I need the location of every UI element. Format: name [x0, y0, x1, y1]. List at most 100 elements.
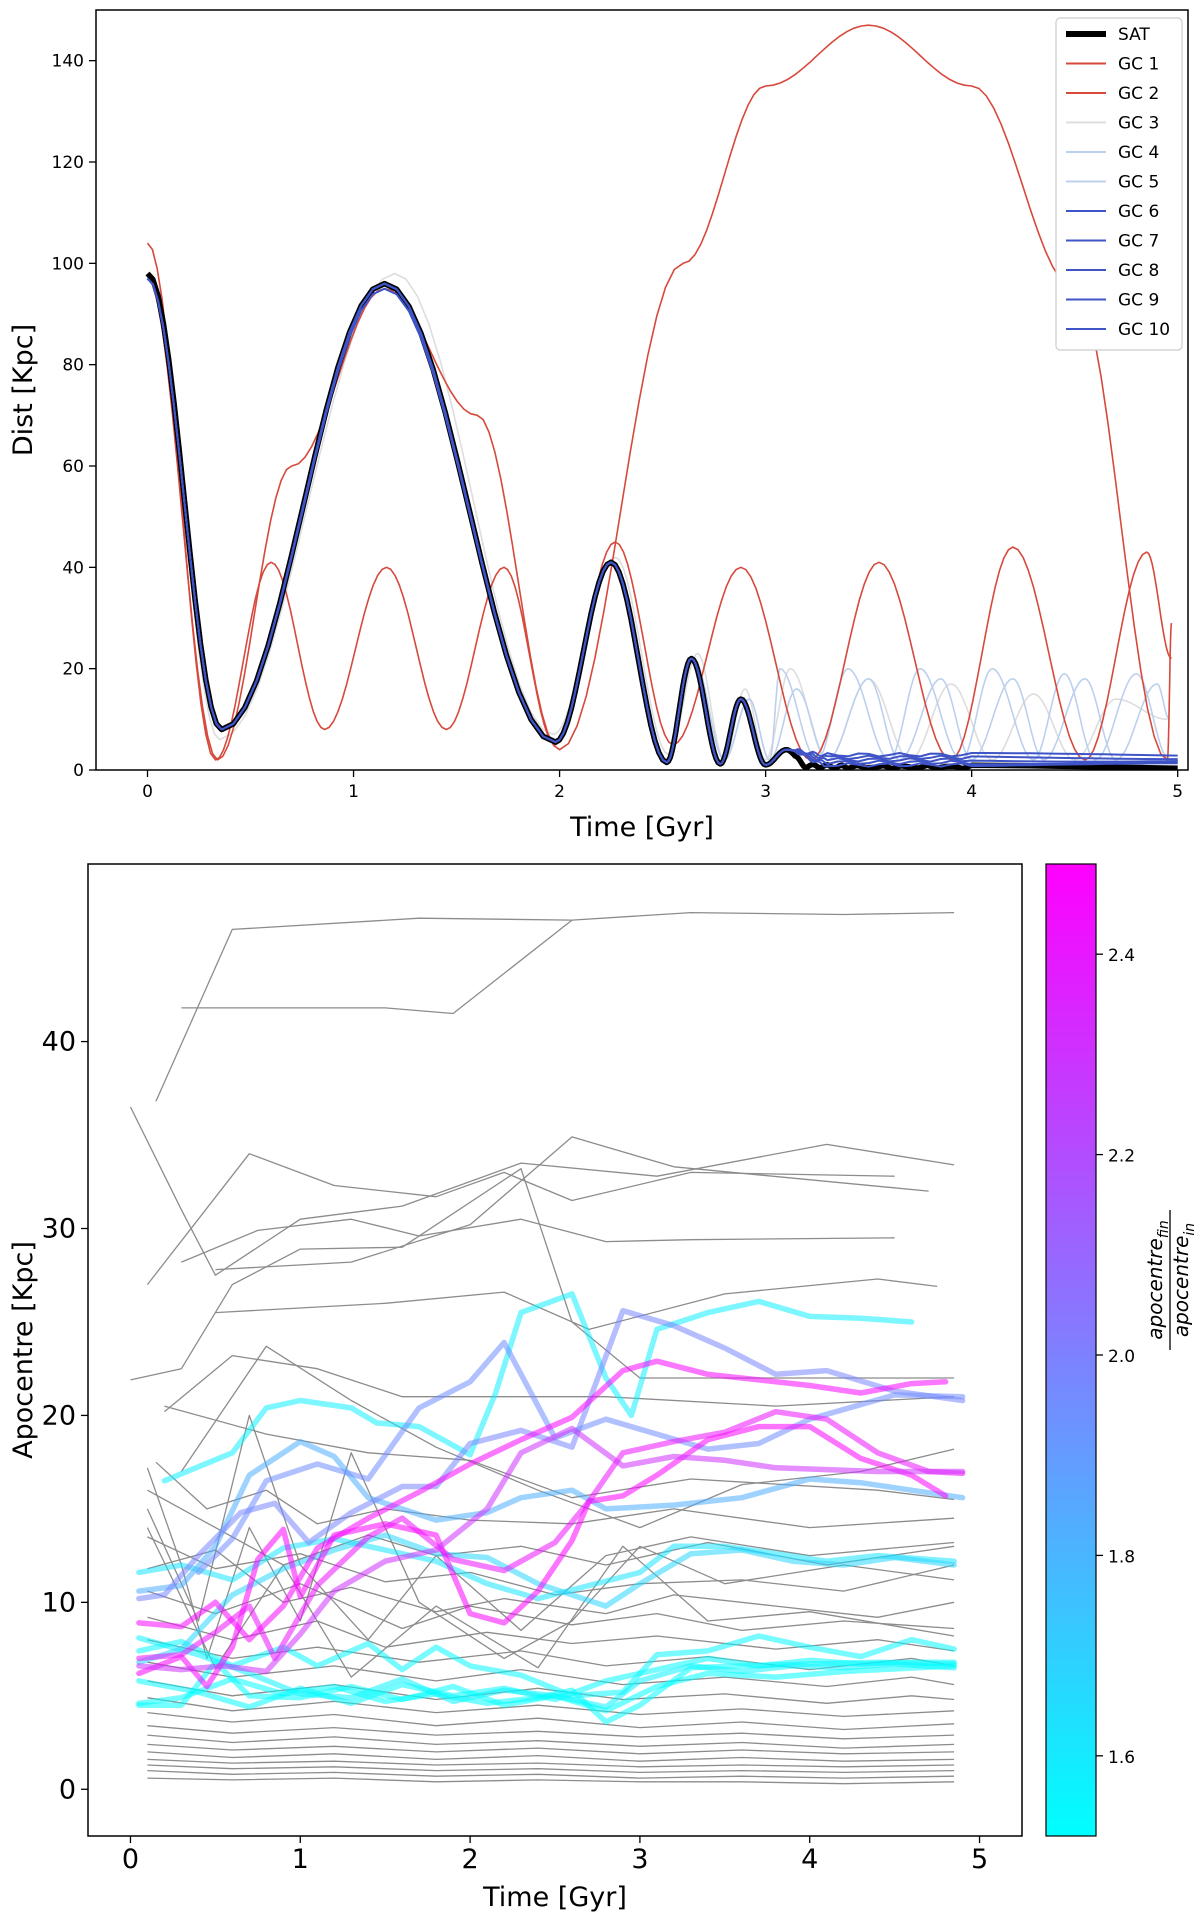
top-series-group — [145, 24, 1178, 770]
gray-apocentre-line — [147, 1725, 955, 1740]
legend-label: GC 6 — [1118, 202, 1159, 222]
gray-apocentre-line — [147, 1583, 955, 1632]
legend-label: GC 9 — [1118, 291, 1159, 311]
legend-label: GC 1 — [1118, 55, 1159, 75]
gray-apocentre-line — [147, 1769, 955, 1779]
bottom-x-tick-label: 0 — [122, 1844, 139, 1875]
bottom-colored-series-group — [136, 1291, 966, 1725]
colorbar-tick-label: 2.0 — [1108, 1347, 1135, 1367]
top-x-tick-label: 5 — [1172, 782, 1183, 802]
colorbar-tick-label: 1.6 — [1108, 1748, 1135, 1768]
top-y-tick-label: 140 — [52, 52, 84, 72]
top-x-axis-label: Time [Gyr] — [569, 812, 714, 843]
gray-apocentre-line — [181, 1218, 895, 1263]
legend-label: GC 7 — [1118, 232, 1159, 252]
legend-box — [1055, 17, 1183, 351]
bottom-plot-frame — [87, 863, 1023, 1837]
gray-apocentre-line — [164, 1405, 955, 1501]
gray-apocentre-line — [147, 1743, 955, 1755]
bottom-y-tick-label: 30 — [42, 1214, 76, 1245]
colorbar-label-denominator: apocentrein — [1169, 1223, 1198, 1337]
colorbar-tick-label: 1.8 — [1108, 1547, 1135, 1567]
colored-apocentre-line — [136, 1307, 966, 1602]
gray-apocentre-line — [163, 1354, 955, 1413]
top-y-tick-label: 40 — [62, 558, 84, 578]
top-y-axis: 0 20 40 60 80 100 120 140 — [52, 52, 96, 781]
colored-apocentre-line — [136, 1659, 957, 1714]
bottom-y-axis-label: Apocentre [Kpc] — [8, 1241, 39, 1459]
colorbar-tick-label: 2.4 — [1108, 946, 1135, 966]
gray-apocentre-line — [147, 1697, 955, 1718]
gray-apocentre-line — [147, 1616, 955, 1652]
colorbar: 1.6 1.8 2.0 2.2 2.4 apocentrefin apocentrein — [1045, 863, 1198, 1837]
gray-apocentre-line — [147, 1758, 955, 1768]
gray-apocentre-line — [129, 1106, 955, 1276]
bottom-chart: 0 1 2 3 4 5 0 10 20 30 40 Time [Gyr] Apocentre [K… — [8, 863, 1198, 1912]
top-y-tick-label: 100 — [52, 254, 84, 274]
gray-apocentre-line — [181, 919, 573, 1015]
colored-apocentre-line — [136, 1532, 957, 1665]
colored-apocentre-line — [136, 1423, 949, 1690]
top-x-tick-label: 1 — [348, 782, 359, 802]
top-x-tick-label: 0 — [142, 782, 153, 802]
series-line-gc-10 — [146, 277, 1178, 768]
colored-apocentre-line — [136, 1425, 966, 1675]
top-y-tick-label: 20 — [62, 660, 84, 680]
legend-label: GC 8 — [1118, 261, 1159, 281]
top-x-tick-label: 2 — [554, 782, 565, 802]
top-plot-frame — [95, 9, 1189, 771]
colored-apocentre-line — [161, 1291, 915, 1484]
top-y-axis-label: Dist [Kpc] — [8, 324, 39, 456]
bottom-y-tick-label: 20 — [42, 1400, 76, 1431]
gray-apocentre-line — [147, 1734, 955, 1749]
gray-apocentre-line — [147, 1764, 955, 1774]
colored-apocentre-line — [136, 1358, 949, 1643]
top-x-tick-label: 4 — [966, 782, 977, 802]
gray-apocentre-line — [147, 1549, 955, 1618]
top-x-axis: 0 1 2 3 4 5 — [142, 770, 1183, 802]
bottom-x-axis-label: Time [Gyr] — [482, 1882, 627, 1912]
bottom-y-axis: 0 10 20 30 40 — [42, 1027, 88, 1805]
bottom-x-tick-label: 3 — [631, 1844, 648, 1875]
colorbar-tick-label: 2.2 — [1108, 1147, 1135, 1167]
legend-label: GC 4 — [1118, 143, 1159, 163]
top-chart: 0 1 2 3 4 5 0 20 40 60 80 100 120 140 Time [Gyr] Dis… — [8, 9, 1189, 843]
top-y-tick-label: 0 — [73, 761, 84, 781]
bottom-x-axis: 0 1 2 3 4 5 — [122, 1836, 988, 1875]
top-y-tick-label: 60 — [62, 457, 84, 477]
gray-apocentre-line — [146, 1153, 895, 1285]
bottom-y-tick-label: 10 — [42, 1587, 76, 1618]
colorbar-label: apocentrefin apocentrein — [1143, 1210, 1198, 1350]
legend-label: SAT — [1118, 25, 1150, 45]
colorbar-label-numerator: apocentrefin — [1143, 1220, 1172, 1339]
bottom-y-tick-label: 0 — [59, 1774, 76, 1805]
colored-apocentre-line — [136, 1408, 966, 1662]
colored-apocentre-line — [195, 1339, 966, 1576]
gray-apocentre-line — [147, 1661, 955, 1688]
gray-apocentre-line — [147, 1777, 955, 1785]
top-y-tick-label: 80 — [62, 356, 84, 376]
bottom-y-tick-label: 40 — [42, 1027, 76, 1058]
bottom-gray-series-group — [129, 911, 955, 1785]
gray-apocentre-line — [147, 1751, 955, 1762]
legend-label: GC 10 — [1118, 320, 1170, 340]
gray-apocentre-line — [215, 1136, 929, 1271]
bottom-x-tick-label: 5 — [971, 1844, 988, 1875]
bottom-x-tick-label: 1 — [292, 1844, 309, 1875]
gray-apocentre-line — [180, 1345, 955, 1529]
legend-label: GC 5 — [1118, 173, 1159, 193]
colored-apocentre-line — [136, 1438, 966, 1594]
colorbar-gradient — [1045, 863, 1097, 1837]
gray-apocentre-line — [146, 1527, 955, 1678]
colorbar-ticks: 1.6 1.8 2.0 2.2 2.4 — [1096, 946, 1135, 1768]
bottom-x-tick-label: 2 — [461, 1844, 478, 1875]
bottom-x-tick-label: 4 — [801, 1844, 818, 1875]
series-line-gc-3 — [146, 272, 1168, 761]
legend-label: GC 3 — [1118, 114, 1159, 134]
top-x-tick-label: 3 — [760, 782, 771, 802]
legend: SAT GC 1 GC 2 GC 3 GC 4 GC 5 GC 6 GC 7 GC 8 GC 9 G… — [1055, 17, 1183, 351]
gray-apocentre-line — [147, 1711, 955, 1731]
series-line-gc-1 — [146, 242, 1172, 761]
legend-label: GC 2 — [1118, 84, 1159, 104]
